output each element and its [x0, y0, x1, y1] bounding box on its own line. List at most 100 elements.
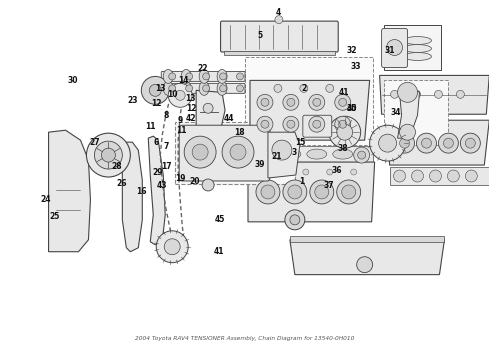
Text: 36: 36 [332, 166, 342, 175]
Circle shape [202, 179, 214, 191]
Circle shape [169, 85, 176, 92]
Circle shape [186, 73, 193, 80]
Polygon shape [268, 132, 300, 178]
Circle shape [255, 169, 261, 175]
Ellipse shape [307, 149, 327, 159]
Text: 37: 37 [323, 181, 334, 190]
Circle shape [222, 136, 254, 168]
Text: 6: 6 [154, 138, 159, 147]
Circle shape [435, 90, 442, 98]
Text: 34: 34 [391, 108, 401, 117]
Ellipse shape [281, 149, 301, 159]
Circle shape [421, 138, 432, 148]
Circle shape [413, 90, 420, 98]
Text: 23: 23 [127, 96, 138, 105]
Circle shape [164, 239, 180, 255]
Circle shape [339, 98, 347, 106]
Circle shape [337, 124, 353, 140]
Text: 31: 31 [384, 46, 395, 55]
Circle shape [313, 120, 321, 128]
Text: 35: 35 [346, 104, 357, 113]
Text: 41: 41 [339, 88, 349, 97]
Bar [245, 58, 372, 145]
Circle shape [439, 133, 458, 153]
Text: 15: 15 [294, 138, 305, 147]
Circle shape [387, 40, 403, 55]
Text: 32: 32 [346, 46, 357, 55]
Circle shape [156, 231, 188, 263]
Circle shape [309, 116, 325, 132]
Circle shape [337, 180, 361, 204]
Text: 1: 1 [299, 177, 304, 186]
Circle shape [149, 84, 161, 96]
Polygon shape [122, 142, 142, 252]
Circle shape [399, 124, 416, 140]
Text: 16: 16 [136, 188, 147, 197]
Polygon shape [250, 80, 369, 140]
Text: 8: 8 [164, 111, 169, 120]
Circle shape [354, 147, 369, 163]
Circle shape [315, 185, 329, 199]
Text: 24: 24 [40, 195, 51, 204]
Circle shape [351, 169, 357, 175]
Text: 17: 17 [161, 162, 171, 171]
Ellipse shape [404, 45, 432, 53]
Circle shape [357, 257, 372, 273]
Text: 3: 3 [291, 148, 296, 157]
Circle shape [192, 144, 208, 160]
Circle shape [313, 98, 321, 106]
Text: 19: 19 [175, 174, 185, 183]
Circle shape [203, 73, 210, 80]
Circle shape [261, 185, 275, 199]
Text: 38: 38 [338, 144, 348, 153]
Polygon shape [380, 75, 490, 114]
Text: 12: 12 [151, 99, 162, 108]
Ellipse shape [181, 81, 191, 95]
Circle shape [339, 120, 347, 128]
Bar [390, 167, 490, 185]
FancyBboxPatch shape [179, 125, 270, 181]
Polygon shape [49, 130, 91, 252]
Circle shape [279, 169, 285, 175]
Circle shape [257, 94, 273, 110]
Circle shape [261, 120, 269, 128]
Text: 13: 13 [185, 94, 196, 103]
Circle shape [456, 90, 465, 98]
Circle shape [203, 103, 213, 113]
Circle shape [275, 15, 283, 24]
Bar [224, 50, 335, 55]
Circle shape [86, 133, 130, 177]
Bar [245, 146, 372, 162]
FancyBboxPatch shape [161, 71, 245, 81]
Circle shape [175, 90, 185, 100]
Text: 29: 29 [152, 167, 163, 176]
Circle shape [95, 141, 122, 169]
Ellipse shape [181, 69, 191, 84]
Text: 45: 45 [215, 215, 225, 224]
Circle shape [285, 210, 305, 230]
Polygon shape [148, 136, 165, 245]
Polygon shape [290, 240, 444, 275]
Circle shape [329, 116, 361, 148]
Circle shape [429, 170, 441, 182]
Text: 4: 4 [275, 8, 281, 17]
Ellipse shape [163, 81, 173, 95]
Circle shape [168, 84, 192, 107]
Text: 9: 9 [177, 116, 183, 125]
Circle shape [186, 85, 193, 92]
Polygon shape [196, 90, 225, 132]
Text: 26: 26 [116, 180, 126, 189]
Text: 11: 11 [176, 126, 186, 135]
Text: 30: 30 [67, 76, 78, 85]
Polygon shape [388, 120, 490, 165]
Ellipse shape [333, 149, 353, 159]
Circle shape [169, 73, 176, 80]
Circle shape [257, 116, 273, 132]
Circle shape [237, 85, 244, 92]
Text: 2004 Toyota RAV4 TENSIONER Assembly, Chain Diagram for 13540-0H010: 2004 Toyota RAV4 TENSIONER Assembly, Cha… [135, 336, 355, 341]
Circle shape [466, 170, 477, 182]
Text: 39: 39 [255, 159, 265, 168]
Circle shape [397, 82, 417, 102]
Circle shape [290, 215, 300, 225]
Text: 13: 13 [155, 84, 166, 93]
